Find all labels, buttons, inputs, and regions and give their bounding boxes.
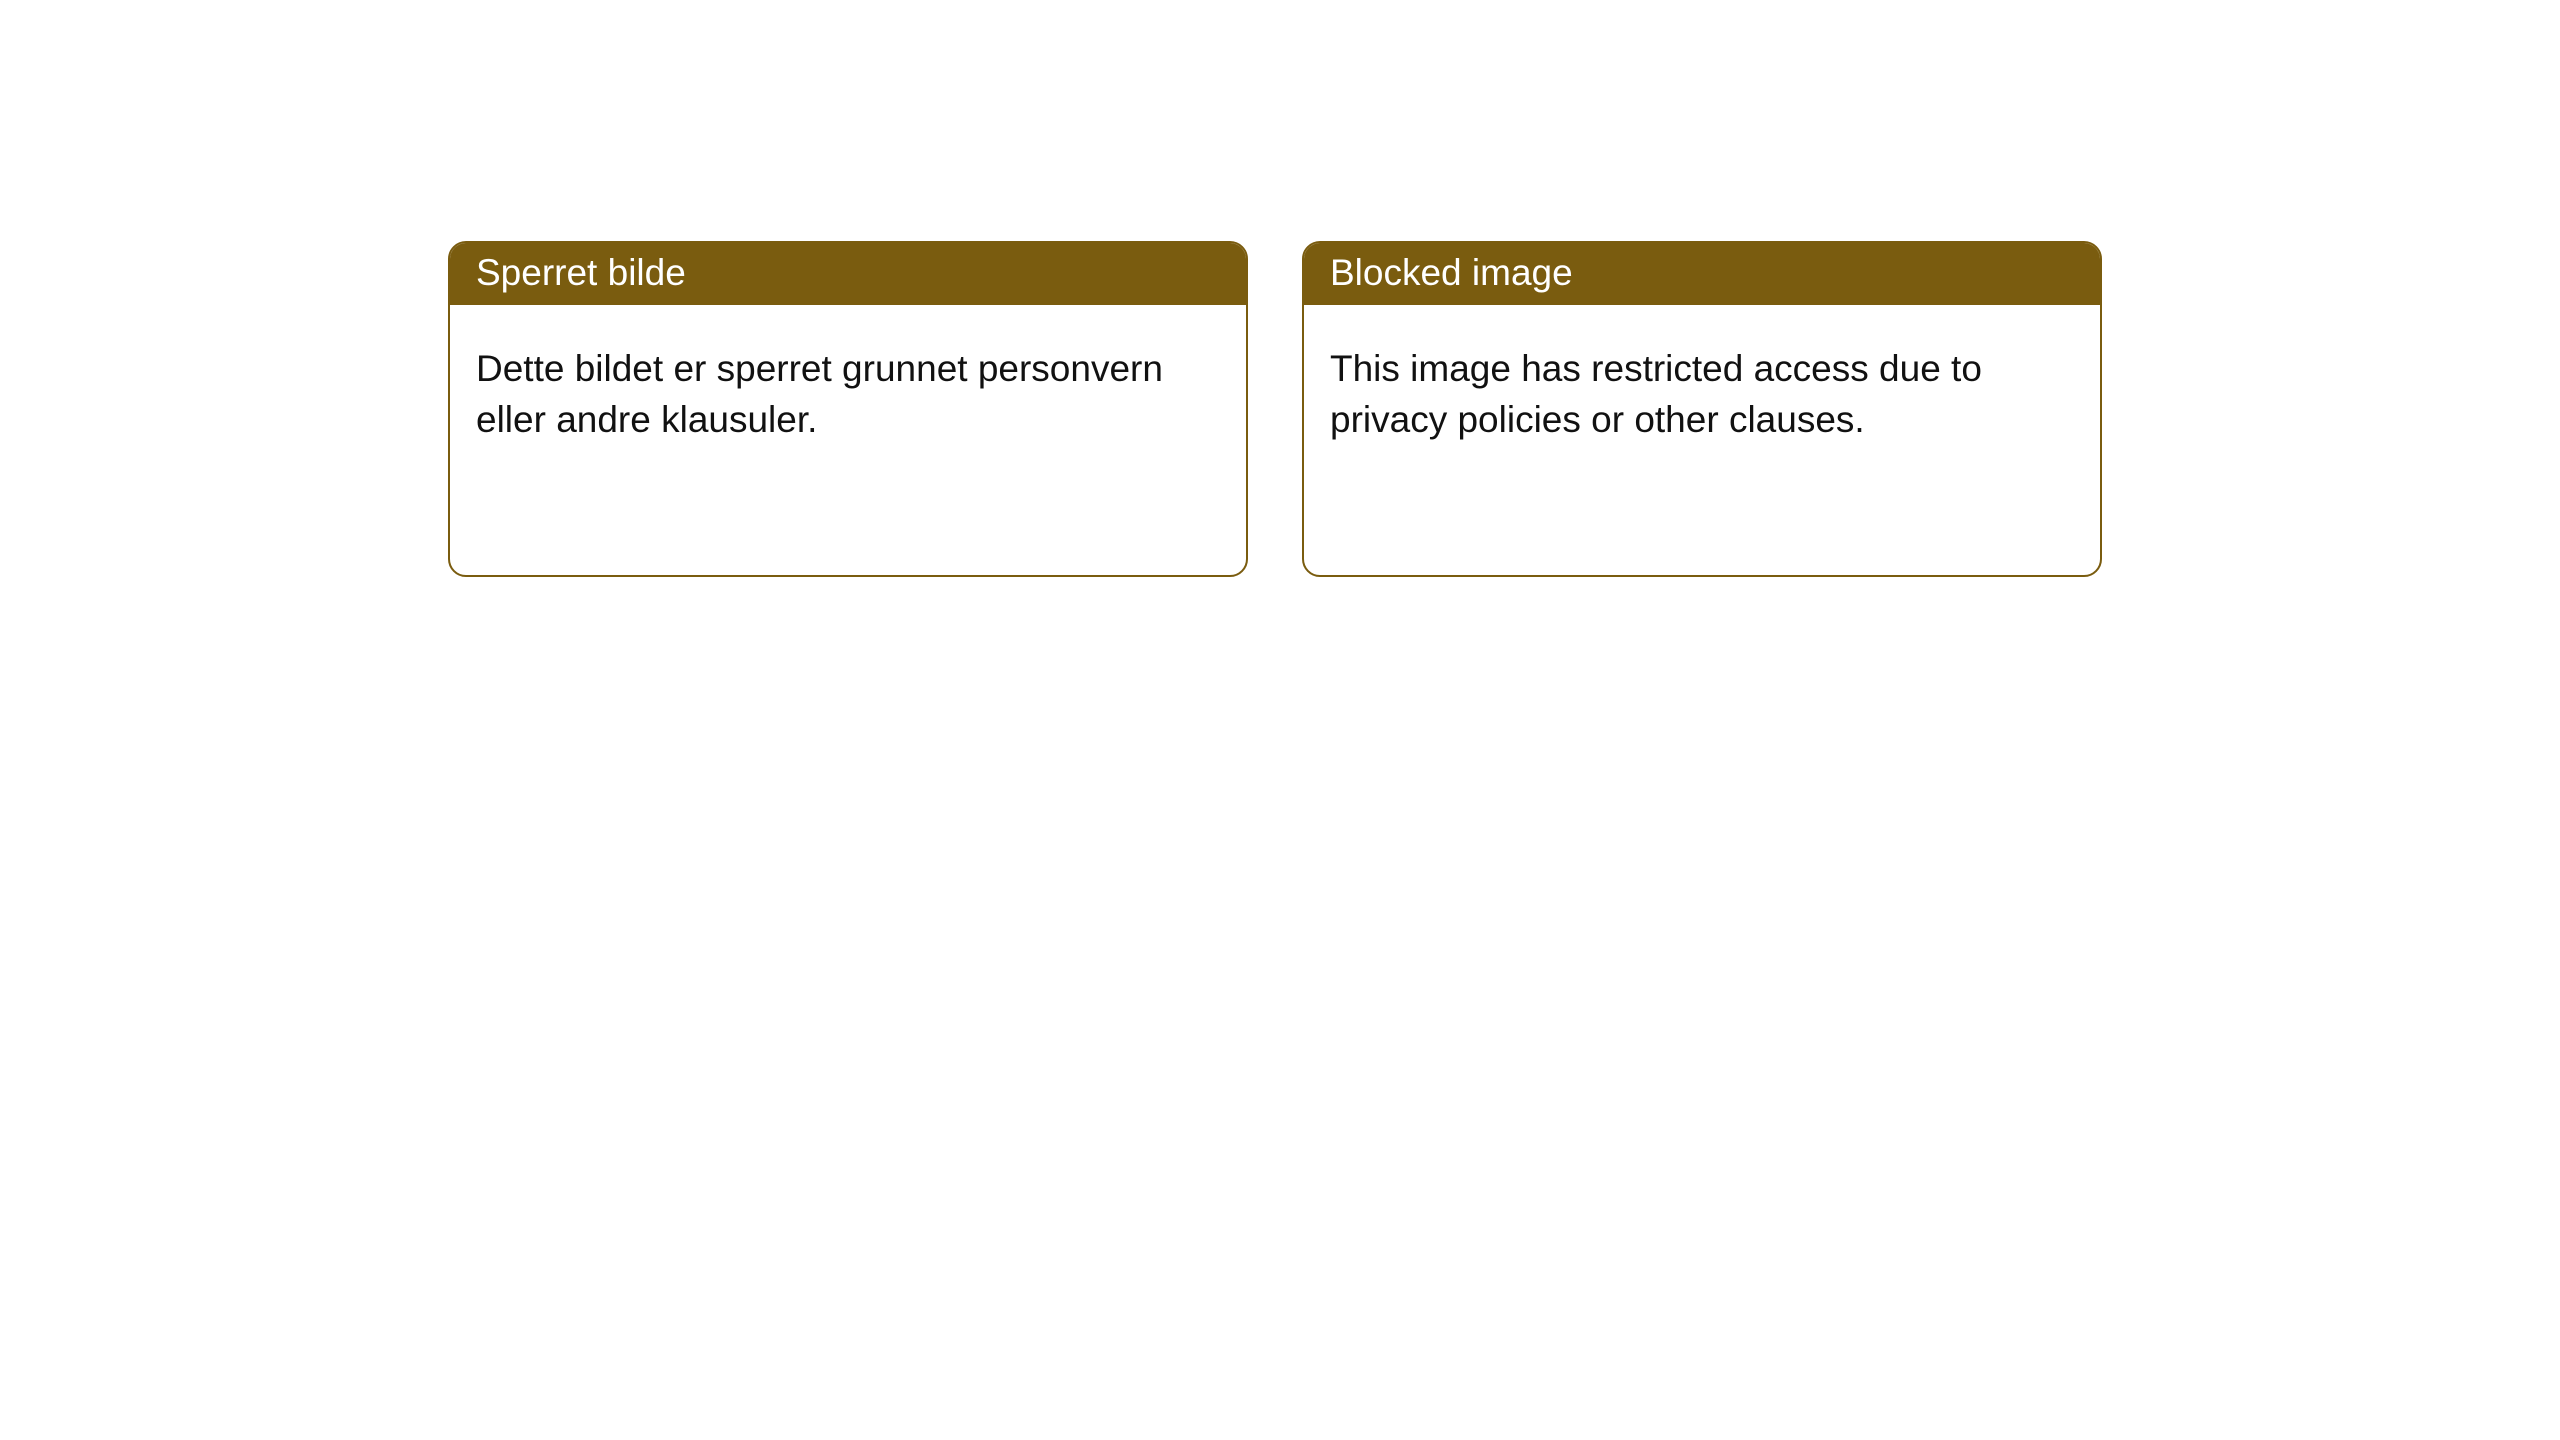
notice-card-norwegian: Sperret bilde Dette bildet er sperret gr…	[448, 241, 1248, 577]
notice-body-english: This image has restricted access due to …	[1304, 305, 2100, 575]
notice-title-norwegian: Sperret bilde	[450, 243, 1246, 305]
notice-card-english: Blocked image This image has restricted …	[1302, 241, 2102, 577]
notice-container: Sperret bilde Dette bildet er sperret gr…	[0, 0, 2560, 577]
notice-title-english: Blocked image	[1304, 243, 2100, 305]
notice-body-norwegian: Dette bildet er sperret grunnet personve…	[450, 305, 1246, 575]
